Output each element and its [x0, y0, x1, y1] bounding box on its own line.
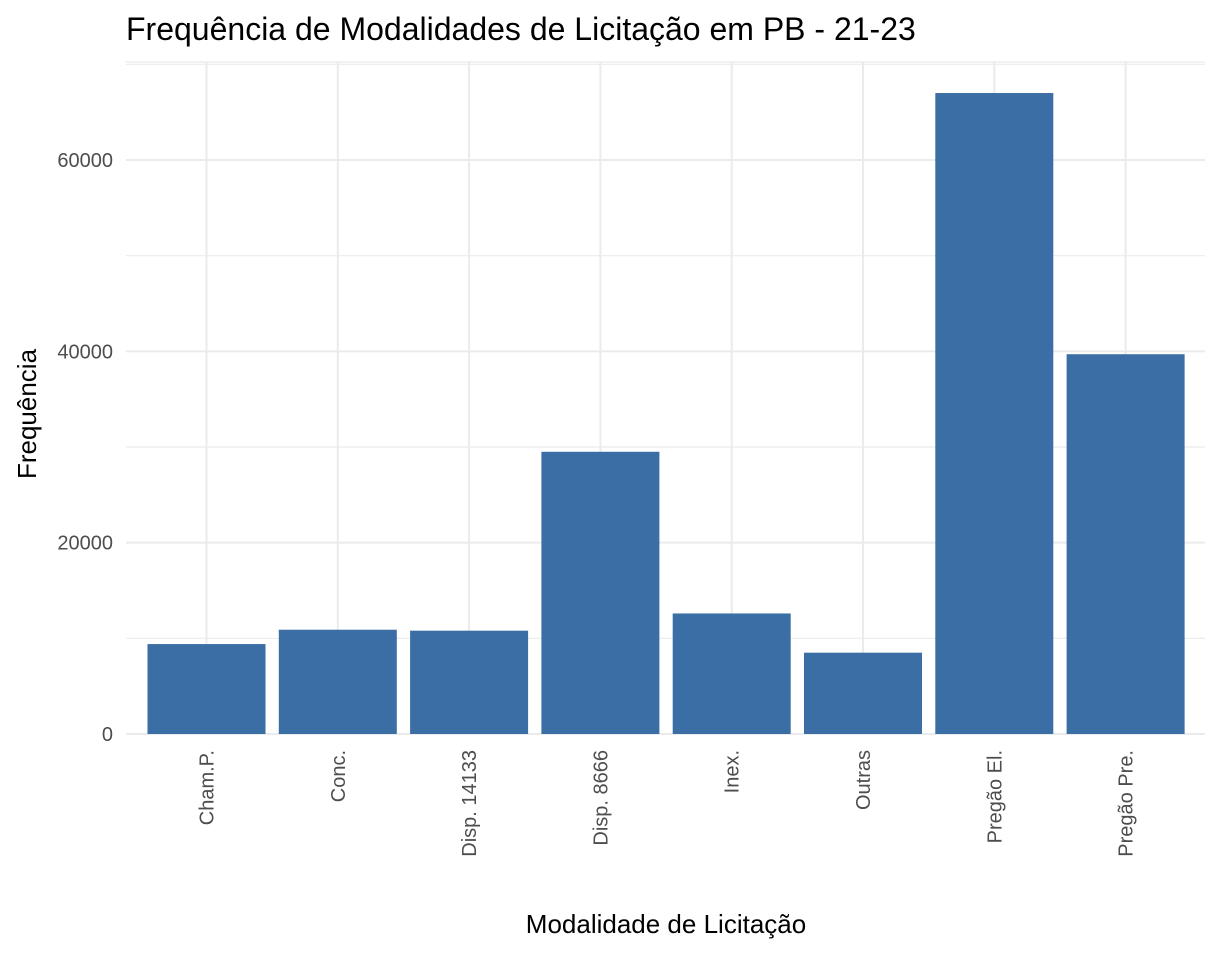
bar-preg-o-el: [935, 93, 1054, 735]
x-tick-label: Conc.: [328, 750, 350, 802]
x-tick-label: Pregão El.: [984, 750, 1006, 843]
bar-conc: [278, 629, 397, 734]
x-tick-label: Disp. 8666: [590, 750, 612, 846]
y-axis-ticks: 0 20000 40000 60000: [57, 150, 113, 746]
x-tick-label: Inex.: [722, 750, 744, 793]
bar-disp-8666: [541, 451, 660, 734]
y-tick-label: 20000: [57, 533, 113, 555]
bar-outras: [804, 652, 922, 734]
y-tick-label: 40000: [57, 341, 113, 363]
x-axis-ticks: Cham.P. Conc. Disp. 14133 Disp. 8666 Inex. Ou…: [197, 750, 1138, 857]
x-axis-title: Modalidade de Licitação: [526, 909, 806, 939]
x-tick-label: Pregão Pre.: [1116, 750, 1138, 857]
bar-preg-o-pre: [1066, 354, 1185, 734]
bars: [147, 93, 1185, 735]
x-tick-label: Cham.P.: [197, 750, 219, 825]
x-tick-label: Outras: [853, 750, 875, 810]
bar-inex: [672, 613, 791, 734]
y-axis-title: Frequência: [12, 348, 42, 479]
y-tick-label: 0: [102, 724, 113, 746]
y-tick-label: 60000: [57, 150, 113, 172]
chart-title: Frequência de Modalidades de Licitação e…: [126, 11, 916, 47]
x-tick-label: Disp. 14133: [459, 750, 481, 857]
bar-cham-p: [147, 644, 266, 734]
bar-disp-14133: [410, 630, 529, 734]
